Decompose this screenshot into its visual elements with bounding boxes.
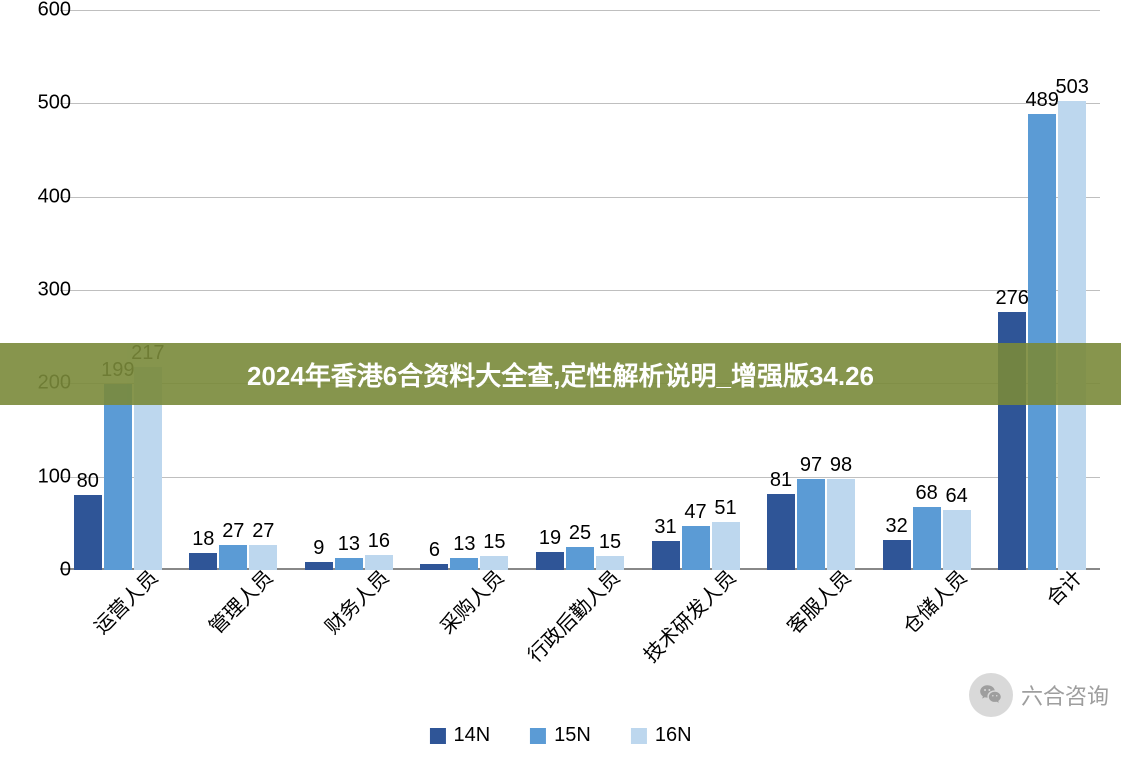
legend-swatch [530, 728, 546, 744]
bar-value-label: 97 [800, 454, 822, 477]
bar: 13 [335, 558, 363, 570]
legend: 14N 15N 16N [429, 724, 691, 747]
legend-swatch [631, 728, 647, 744]
bar: 13 [450, 558, 478, 570]
bar: 47 [682, 526, 710, 570]
bar-value-label: 503 [1055, 76, 1088, 99]
bar: 68 [913, 507, 941, 570]
bar-value-label: 81 [770, 469, 792, 492]
bar-value-label: 31 [654, 516, 676, 539]
bar-value-label: 18 [192, 528, 214, 551]
bar-value-label: 47 [684, 501, 706, 524]
bar-group: 314751 [652, 522, 740, 570]
wechat-icon [969, 673, 1013, 717]
legend-item: 15N [530, 724, 591, 747]
bar: 32 [883, 540, 911, 570]
bar-value-label: 15 [599, 531, 621, 554]
bar-value-label: 80 [77, 470, 99, 493]
bar-value-label: 64 [945, 485, 967, 508]
bar-group: 182727 [189, 545, 277, 570]
legend-label: 15N [554, 724, 591, 747]
legend-label: 16N [655, 724, 692, 747]
bar-value-label: 32 [885, 515, 907, 538]
bar: 97 [797, 479, 825, 570]
bar-value-label: 19 [539, 527, 561, 550]
bar: 27 [219, 545, 247, 570]
bar-value-label: 276 [995, 287, 1028, 310]
bar-group: 819798 [767, 479, 855, 570]
bar: 503 [1058, 101, 1086, 570]
bar: 51 [712, 522, 740, 570]
bar: 6 [420, 564, 448, 570]
bar-value-label: 16 [368, 530, 390, 553]
bar-group: 326864 [883, 507, 971, 570]
bar: 18 [189, 553, 217, 570]
bar-value-label: 27 [222, 520, 244, 543]
legend-swatch [429, 728, 445, 744]
bar-value-label: 6 [429, 539, 440, 562]
bar: 80 [74, 495, 102, 570]
bar: 31 [652, 541, 680, 570]
overlay-banner: 2024年香港6合资料大全查,定性解析说明_增强版34.26 [0, 343, 1121, 405]
bar-value-label: 13 [338, 533, 360, 556]
overlay-text: 2024年香港6合资料大全查,定性解析说明_增强版34.26 [247, 356, 874, 393]
bar-value-label: 13 [453, 533, 475, 556]
bar: 81 [767, 494, 795, 570]
legend-item: 14N [429, 724, 490, 747]
bar-value-label: 489 [1025, 89, 1058, 112]
watermark: 六合咨询 [969, 673, 1109, 717]
bar-group: 276489503 [998, 101, 1086, 570]
bar: 9 [305, 562, 333, 570]
bar-value-label: 68 [915, 482, 937, 505]
bar-value-label: 27 [252, 520, 274, 543]
bar-group: 192515 [536, 547, 624, 570]
legend-item: 16N [631, 724, 692, 747]
bar: 25 [566, 547, 594, 570]
bar: 19 [536, 552, 564, 570]
bar: 98 [827, 479, 855, 570]
bar-value-label: 51 [714, 497, 736, 520]
bar: 64 [943, 510, 971, 570]
watermark-text: 六合咨询 [1021, 679, 1109, 711]
bar: 199 [104, 384, 132, 570]
bar-value-label: 9 [313, 537, 324, 560]
legend-label: 14N [453, 724, 490, 747]
bar: 489 [1028, 114, 1056, 570]
bar-value-label: 98 [830, 454, 852, 477]
bar-value-label: 15 [483, 531, 505, 554]
bar-value-label: 25 [569, 522, 591, 545]
bars-row: 8019921718272791316613151925153147518197… [60, 10, 1100, 570]
chart-container: 0100200300400500600 80199217182727913166… [0, 0, 1121, 757]
